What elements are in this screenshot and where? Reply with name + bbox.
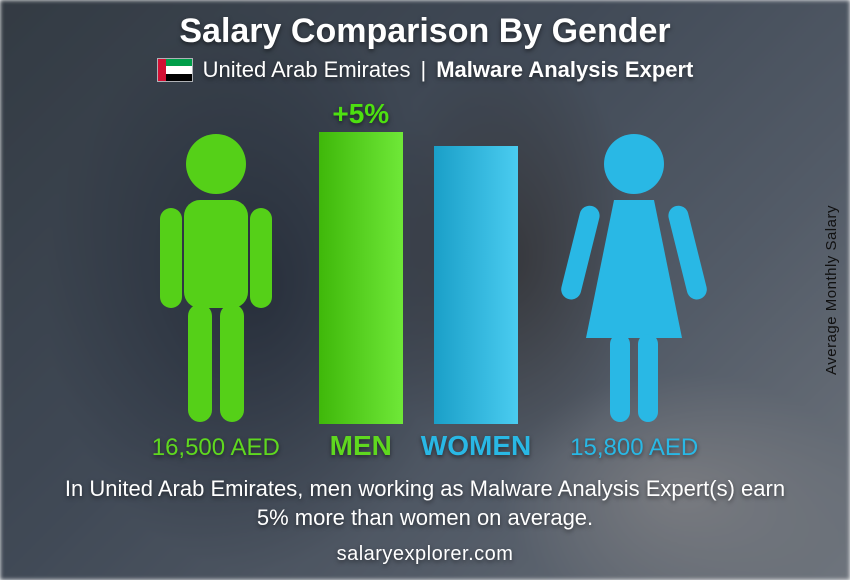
men-column: 16,500 AED [131, 128, 301, 462]
country-label: United Arab Emirates [203, 57, 411, 83]
job-title: Malware Analysis Expert [436, 57, 693, 83]
men-bar-column: +5% MEN [319, 98, 403, 462]
women-bar-column: WOMEN [421, 146, 531, 462]
women-bar-label: WOMEN [421, 430, 531, 462]
women-bar [434, 146, 518, 424]
caption-text: In United Arab Emirates, men working as … [55, 474, 795, 533]
page-title: Salary Comparison By Gender [179, 12, 670, 51]
chart-area: 16,500 AED +5% MEN WOMEN [0, 83, 850, 474]
separator: | [420, 57, 426, 83]
men-bar-label: MEN [330, 430, 392, 462]
subtitle-row: United Arab Emirates | Malware Analysis … [157, 57, 694, 83]
women-amount: 15,800 AED [570, 434, 698, 462]
footer-source: salaryexplorer.com [337, 543, 514, 566]
y-axis-label: Average Monthly Salary [823, 205, 840, 375]
female-figure-icon [554, 128, 714, 428]
male-figure-icon [136, 128, 296, 428]
difference-label: +5% [332, 98, 389, 130]
men-bar [319, 132, 403, 424]
uae-flag-icon [157, 58, 193, 82]
women-column: 15,800 AED [549, 128, 719, 462]
content-layer: Salary Comparison By Gender United Arab … [0, 0, 850, 580]
men-amount: 16,500 AED [152, 434, 280, 462]
chart-inner: 16,500 AED +5% MEN WOMEN [131, 98, 719, 474]
